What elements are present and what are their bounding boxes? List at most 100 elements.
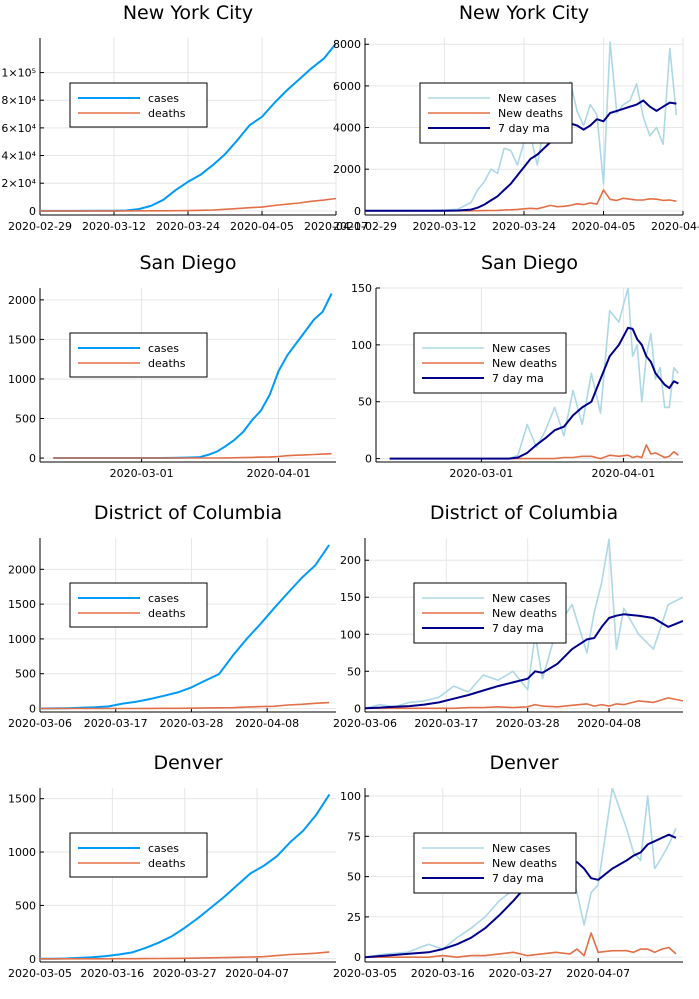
y-tick-label: 150 [351, 282, 372, 295]
series-line-new-deaths [365, 697, 683, 710]
x-tick-label: 2020-03-17 [414, 717, 478, 730]
legend-box [69, 832, 208, 878]
chart-sd-cumulative: 2020-03-01 2020-04-01 0 500 1000 1500 2000 San … [8, 252, 336, 480]
y-tick-label: 1000 [8, 373, 36, 386]
legend: cases deaths [69, 332, 208, 378]
x-tick-label: 2020-03-12 [82, 220, 146, 233]
y-tick-label: 4×10⁴ [1, 150, 36, 163]
x-tick-label: 2020-03-05 [8, 967, 72, 980]
y-tick-label: 1500 [8, 793, 36, 806]
chart-dc-daily: 2020-03-06 2020-03-17 2020-03-28 2020-04-08… [333, 502, 683, 730]
x-tick-label: 2020-04-08 [235, 717, 299, 730]
x-tick-label: 2020-03-28 [496, 717, 560, 730]
y-tick-label: 100 [340, 628, 361, 641]
chart-denver-daily: 2020-03-05 2020-03-16 2020-03-27 2020-04-07… [333, 752, 683, 980]
x-tick-label: 2020-03-24 [156, 220, 220, 233]
y-tick-label: 2×10⁴ [1, 177, 36, 190]
chart-denver-cumulative: 2020-03-05 2020-03-16 2020-03-27 2020-04-07… [8, 752, 336, 980]
y-tick-label: 6000 [333, 80, 361, 93]
legend: cases deaths [69, 832, 208, 878]
x-tick-label: 2020-04-01 [247, 467, 311, 480]
legend-label: 7 day ma [492, 372, 544, 385]
y-tick-label: 2000 [333, 163, 361, 176]
y-tick-label: 1000 [8, 633, 36, 646]
legend-label: 7 day ma [492, 872, 544, 885]
y-tick-label: 500 [15, 413, 36, 426]
series-group [365, 538, 683, 710]
chart-dc-cumulative: 2020-03-06 2020-03-17 2020-03-28 2020-04-08… [8, 502, 336, 730]
x-tick-label: 2020-03-12 [413, 220, 477, 233]
legend-label: New cases [498, 92, 557, 105]
series-group [40, 544, 330, 710]
x-tick-label: 2020-03-24 [492, 220, 556, 233]
y-tick-label: 50 [347, 871, 361, 884]
x-tick-label: 2020-04-17 [304, 220, 368, 233]
y-tick-label: 500 [15, 668, 36, 681]
y-tick-label: 200 [340, 554, 361, 567]
y-tick-label: 150 [340, 591, 361, 604]
legend-box [69, 82, 208, 128]
series-group [40, 793, 331, 960]
chart-title: District of Columbia [430, 502, 618, 524]
y-tick-label: 0 [29, 953, 36, 966]
legend-label: 7 day ma [492, 622, 544, 635]
x-tick-label: 2020-04-05 [572, 220, 636, 233]
series-line-deaths [40, 951, 330, 960]
y-tick-label: 50 [347, 665, 361, 678]
chart-title: New York City [459, 2, 589, 24]
x-tick-label: 2020-04-17 [651, 220, 699, 233]
legend-label: New deaths [492, 357, 557, 370]
legend-label: New deaths [492, 857, 557, 870]
series-line-deaths [40, 197, 336, 212]
legend-label: deaths [148, 857, 186, 870]
legend-label: New deaths [492, 607, 557, 620]
y-tick-label: 500 [15, 899, 36, 912]
y-tick-label: 1500 [8, 333, 36, 346]
y-tick-label: 1000 [8, 846, 36, 859]
y-tick-label: 0 [29, 452, 36, 465]
y-tick-label: 0 [365, 453, 372, 466]
series-group [53, 293, 333, 459]
legend: cases deaths [69, 82, 208, 128]
legend: cases deaths [69, 582, 208, 628]
legend-label: deaths [148, 607, 186, 620]
x-tick-label: 2020-04-05 [230, 220, 294, 233]
y-tick-label: 2000 [8, 563, 36, 576]
series-line-deaths [53, 452, 332, 459]
chart-title: San Diego [481, 252, 578, 274]
legend-label: deaths [148, 357, 186, 370]
legend-label: deaths [148, 107, 186, 120]
series-group [389, 288, 680, 460]
legend-box [69, 332, 208, 378]
series-line-7-day-ma [365, 99, 677, 212]
legend: New cases New deaths 7 day ma [419, 82, 573, 144]
chart-title: San Diego [139, 252, 236, 274]
legend: New cases New deaths 7 day ma [413, 582, 567, 644]
series-line-cases [40, 793, 331, 960]
y-tick-label: 1×10⁵ [1, 67, 36, 80]
x-tick-label: 2020-04-07 [225, 967, 289, 980]
y-tick-label: 2000 [8, 294, 36, 307]
series-line-new-deaths [389, 444, 679, 460]
x-tick-label: 2020-03-06 [333, 717, 397, 730]
legend: New cases New deaths 7 day ma [413, 832, 577, 894]
series-line-cases [40, 544, 330, 710]
legend-label: 7 day ma [498, 122, 550, 135]
x-tick-label: 2020-03-05 [333, 967, 397, 980]
series-line-7-day-ma [365, 613, 683, 710]
legend-label: cases [148, 592, 179, 605]
x-tick-label: 2020-03-16 [80, 967, 144, 980]
legend-label: cases [148, 92, 179, 105]
legend-label: cases [148, 842, 179, 855]
x-tick-label: 2020-03-27 [153, 967, 217, 980]
series-line-deaths [40, 701, 330, 710]
y-tick-label: 1500 [8, 598, 36, 611]
y-tick-label: 0 [354, 702, 361, 715]
x-tick-label: 2020-02-29 [333, 220, 397, 233]
y-tick-label: 4000 [333, 122, 361, 135]
legend-label: New deaths [498, 107, 563, 120]
x-tick-label: 2020-02-29 [8, 220, 72, 233]
chart-sd-daily: 2020-03-01 2020-04-01 0 50 100 150 San Diego Ne… [351, 252, 683, 480]
y-tick-label: 0 [354, 951, 361, 964]
